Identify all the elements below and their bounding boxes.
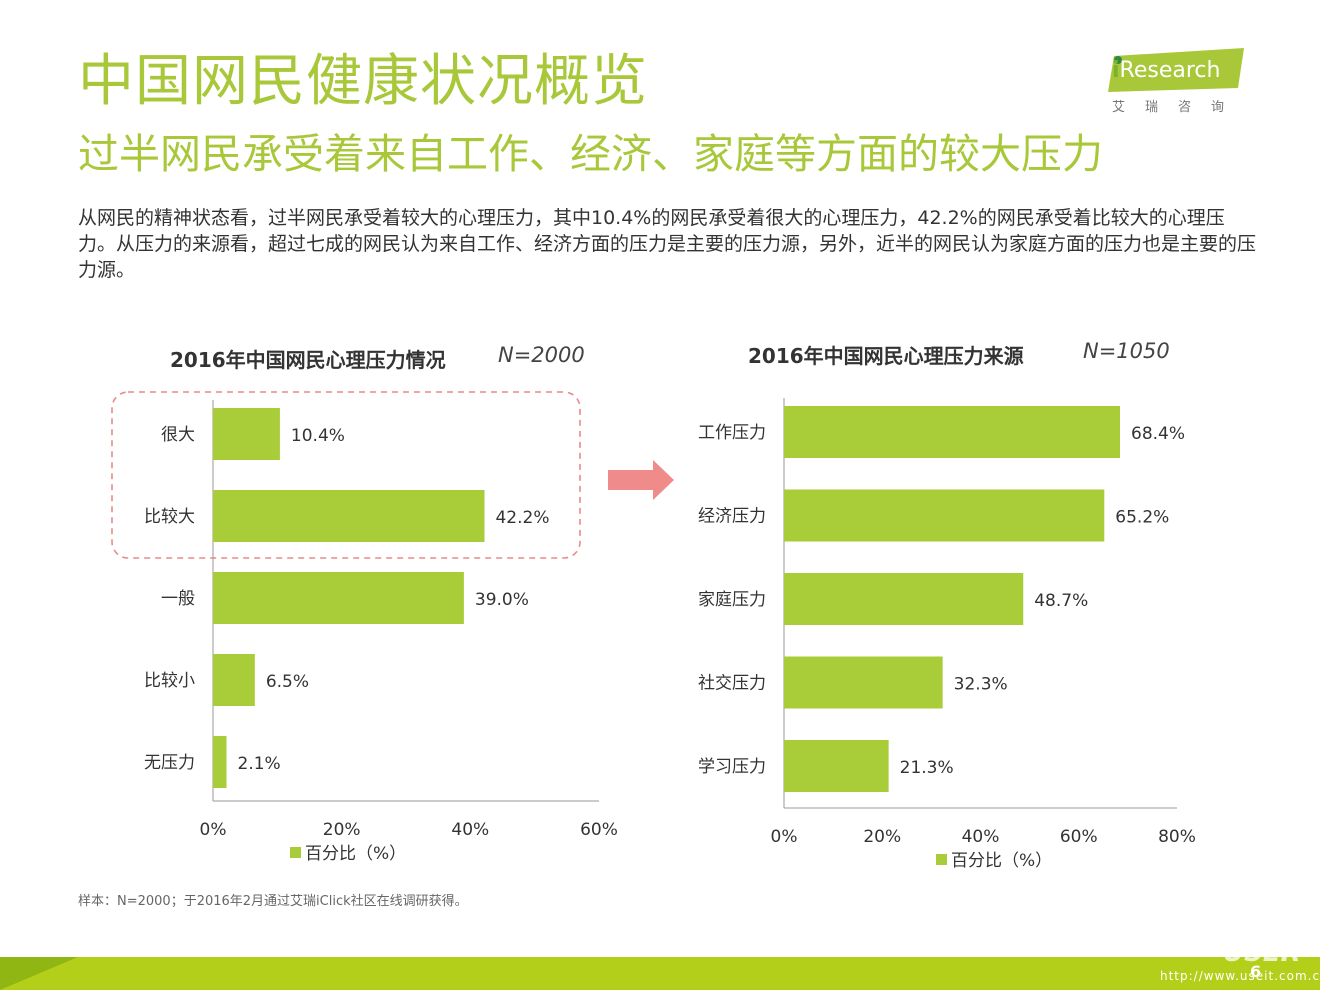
chart1-sample-size: N=2000 <box>498 343 585 367</box>
chart1-category-label: 一般 <box>161 589 195 609</box>
chart2-tick-label: 80% <box>1158 827 1196 847</box>
intro-paragraph: 从网民的精神状态看，过半网民承受着较大的心理压力，其中10.4%的网民承受着很大… <box>78 207 1257 281</box>
chart1-value-label: 42.2% <box>495 508 549 528</box>
chart1-highlight-box <box>111 391 581 559</box>
chart2-bar <box>784 489 1105 542</box>
chart2-svg: 工作压力 68.4% 经济压力 65.2% 家庭压力 48.7% 社交压力 32.3% 学习压力… <box>698 398 1196 871</box>
chart1-legend-swatch <box>290 847 301 858</box>
watermark-url: http://www.useit.com.cn <box>1160 969 1320 983</box>
chart2-title: 2016年中国网民心理压力来源 <box>748 344 1024 368</box>
chart2-value-label: 32.3% <box>954 675 1008 695</box>
page-number: 6 <box>1250 962 1262 981</box>
logo-i-mark: i <box>1112 58 1120 83</box>
chart1-bar <box>213 572 464 624</box>
chart1-tick-label: 0% <box>200 820 227 840</box>
logo-wordmark: iResearch <box>1108 52 1244 90</box>
chart1-svg: 很大 10.4% 比较大 42.2% 一般 39.0% 比较小 6.5% 无压力 2.1% 0% 20… <box>111 391 618 864</box>
logo-badge-icon <box>1108 48 1244 92</box>
chart2-category-label: 学习压力 <box>698 757 766 777</box>
chart2-bar <box>784 740 889 792</box>
footer-accent <box>0 957 78 990</box>
watermark-logo: USER <box>1223 938 1301 968</box>
chart1-bar <box>213 654 255 706</box>
chart2-tick-label: 60% <box>1060 827 1098 847</box>
chart1-value-label: 39.0% <box>475 590 529 610</box>
chart1-bar <box>213 736 227 788</box>
logo-chinese-name: 艾瑞咨询 <box>1112 100 1245 115</box>
chart1-category-label: 比较小 <box>144 671 195 691</box>
chart1-value-label: 2.1% <box>238 754 281 774</box>
chart2-value-label: 65.2% <box>1115 508 1169 528</box>
chart2-legend-label: 百分比（%） <box>951 851 1052 871</box>
chart2-value-label: 21.3% <box>900 758 954 778</box>
chart2-sample-size: N=1050 <box>1083 339 1170 363</box>
chart1-category-label: 很大 <box>161 425 195 445</box>
chart2-value-label: 48.7% <box>1034 591 1088 611</box>
logo-brand-text: Research <box>1119 58 1221 83</box>
chart2-tick-label: 0% <box>771 827 798 847</box>
chart1-category-label: 比较大 <box>144 507 195 527</box>
chart2-tick-label: 20% <box>863 827 901 847</box>
chart1-value-label: 10.4% <box>291 426 345 446</box>
iresearch-logo: iResearch 艾瑞咨询 <box>1108 48 1248 118</box>
chart1-tick-label: 20% <box>323 820 361 840</box>
chart1-value-label: 6.5% <box>266 672 309 692</box>
chart2-legend-swatch <box>936 854 947 865</box>
chart1-legend-label: 百分比（%） <box>305 844 406 864</box>
chart2-value-label: 68.4% <box>1131 424 1185 444</box>
chart2-tick-label: 40% <box>962 827 1000 847</box>
chart2-bar <box>784 406 1121 458</box>
chart2-category-label: 工作压力 <box>698 423 766 443</box>
chart2-category-label: 家庭压力 <box>698 590 766 610</box>
chart2-bar <box>784 656 943 709</box>
right-arrow-icon <box>608 460 674 500</box>
chart1-tick-label: 40% <box>451 820 489 840</box>
chart1-bar <box>213 490 485 542</box>
chart2-bar <box>784 573 1024 625</box>
chart1-bar <box>213 408 280 460</box>
page-subtitle: 过半网民承受着来自工作、经济、家庭等方面的较大压力 <box>78 130 1103 178</box>
chart1-title: 2016年中国网民心理压力情况 <box>170 348 446 372</box>
chart2-category-label: 社交压力 <box>698 674 766 694</box>
chart1-tick-label: 60% <box>580 820 618 840</box>
footer-bar <box>0 957 1320 990</box>
page-title: 中国网民健康状况概览 <box>78 49 648 114</box>
chart1-category-label: 无压力 <box>144 753 195 773</box>
source-note: 样本：N=2000；于2016年2月通过艾瑞iClick社区在线调研获得。 <box>78 894 468 909</box>
chart2-category-label: 经济压力 <box>698 507 766 527</box>
